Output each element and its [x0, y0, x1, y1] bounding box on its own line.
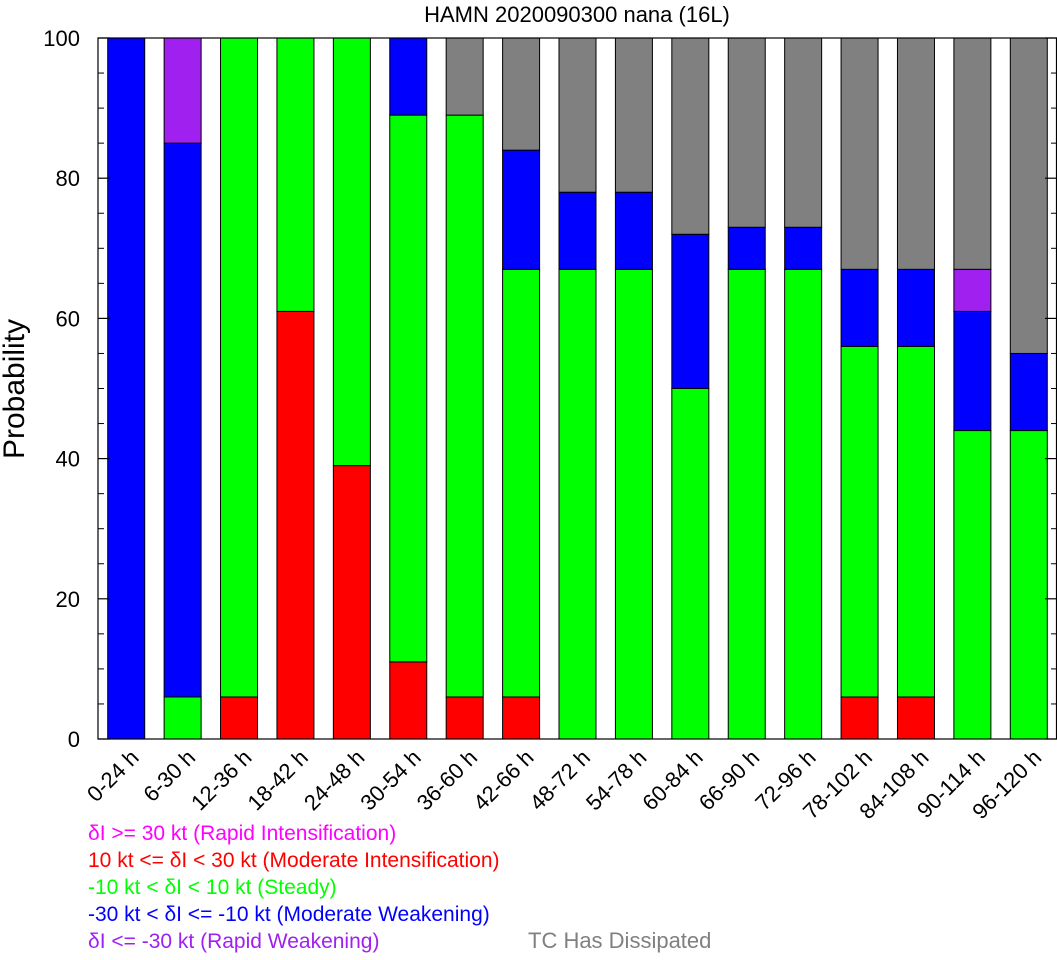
chart-title: HAMN 2020090300 nana (16L) [424, 2, 730, 27]
bar-steady-7 [502, 268, 541, 698]
bar-mod_weak-12 [784, 226, 823, 270]
bar-steady-5 [389, 114, 428, 663]
x-tick-label-9: 54-78 h [581, 745, 651, 815]
bar-mod_int-5 [389, 661, 428, 740]
bar-mod_weak-7 [502, 149, 541, 270]
y-tick-label-40: 40 [56, 447, 80, 472]
bar-dissipated-10 [671, 37, 710, 235]
bar-mod_weak-11 [727, 226, 766, 270]
bar-steady-1 [163, 696, 202, 740]
bar-mod_weak-1 [163, 142, 202, 698]
bar-mod_weak-16 [1009, 352, 1048, 432]
bar-steady-10 [671, 388, 710, 740]
bar-rapid_weak-1 [163, 37, 202, 144]
y-tick-label-60: 60 [56, 306, 80, 331]
bar-dissipated-15 [953, 37, 992, 270]
legend-steady: -10 kt < δI < 10 kt (Steady) [88, 876, 337, 899]
bar-steady-13 [840, 345, 879, 698]
bar-mod_int-2 [220, 696, 259, 740]
bar-mod_weak-13 [840, 268, 879, 347]
x-tick-label-7: 42-66 h [468, 745, 538, 815]
y-tick-label-100: 100 [43, 26, 80, 51]
bar-dissipated-8 [558, 37, 597, 193]
bar-dissipated-13 [840, 37, 879, 270]
x-tick-label-8: 48-72 h [525, 745, 595, 815]
x-tick-labels: 0-24 h6-30 h12-36 h18-42 h24-48 h30-54 h… [82, 745, 1046, 824]
bar-steady-6 [445, 114, 484, 698]
bar-dissipated-9 [614, 37, 653, 193]
bar-dissipated-16 [1009, 37, 1048, 354]
bar-mod_int-7 [502, 696, 541, 740]
bar-mod_weak-5 [389, 37, 428, 116]
bar-dissipated-14 [896, 37, 935, 270]
bar-steady-3 [276, 37, 315, 312]
bar-steady-9 [614, 268, 653, 740]
bar-mod_int-13 [840, 696, 879, 740]
y-tick-label-0: 0 [68, 727, 80, 752]
legend-rapid-weakening: δI <= -30 kt (Rapid Weakening) [88, 930, 380, 953]
x-tick-label-5: 30-54 h [355, 745, 425, 815]
y-axis-label: Probability [0, 319, 31, 459]
bar-mod_weak-0 [107, 37, 146, 740]
bar-steady-14 [896, 345, 935, 698]
bar-rapid_weak-15 [953, 268, 992, 312]
y-tick-labels: 0 20 40 60 80 100 [43, 26, 80, 752]
bar-mod_int-6 [445, 696, 484, 740]
bar-dissipated-12 [784, 37, 823, 228]
bar-mod_int-14 [896, 696, 935, 740]
legend-moderate-intensification: 10 kt <= δI < 30 kt (Moderate Intensific… [88, 849, 500, 872]
bar-dissipated-11 [727, 37, 766, 228]
bar-mod_weak-14 [896, 268, 935, 347]
x-tick-label-4: 24-48 h [299, 745, 369, 815]
x-tick-label-0: 0-24 h [82, 745, 144, 807]
bar-steady-16 [1009, 430, 1048, 740]
x-tick-label-10: 60-84 h [637, 745, 707, 815]
y-tick-label-20: 20 [56, 587, 80, 612]
bar-mod_weak-9 [614, 191, 653, 270]
bar-mod_weak-8 [558, 191, 597, 270]
bar-steady-11 [727, 268, 766, 740]
bars-group [107, 37, 1048, 740]
legend-dissipated: TC Has Dissipated [528, 928, 712, 953]
bar-steady-2 [220, 37, 259, 698]
bar-mod_int-3 [276, 310, 315, 740]
bar-mod_weak-15 [953, 310, 992, 432]
x-tick-label-11: 66-90 h [694, 745, 764, 815]
x-tick-label-2: 12-36 h [186, 745, 256, 815]
bar-steady-15 [953, 430, 992, 740]
legend-moderate-weakening: -30 kt < δI <= -10 kt (Moderate Weakenin… [88, 903, 490, 926]
y-tick-label-80: 80 [56, 166, 80, 191]
bar-dissipated-7 [502, 37, 541, 151]
bar-steady-8 [558, 268, 597, 740]
bar-steady-4 [332, 37, 371, 467]
legend: δI >= 30 kt (Rapid Intensification) 10 k… [88, 820, 500, 955]
bar-dissipated-6 [445, 37, 484, 116]
bar-mod_weak-10 [671, 233, 710, 389]
bar-mod_int-4 [332, 465, 371, 740]
x-tick-label-3: 18-42 h [243, 745, 313, 815]
bar-steady-12 [784, 268, 823, 740]
x-tick-label-6: 36-60 h [412, 745, 482, 815]
legend-rapid-intensification: δI >= 30 kt (Rapid Intensification) [88, 822, 397, 845]
